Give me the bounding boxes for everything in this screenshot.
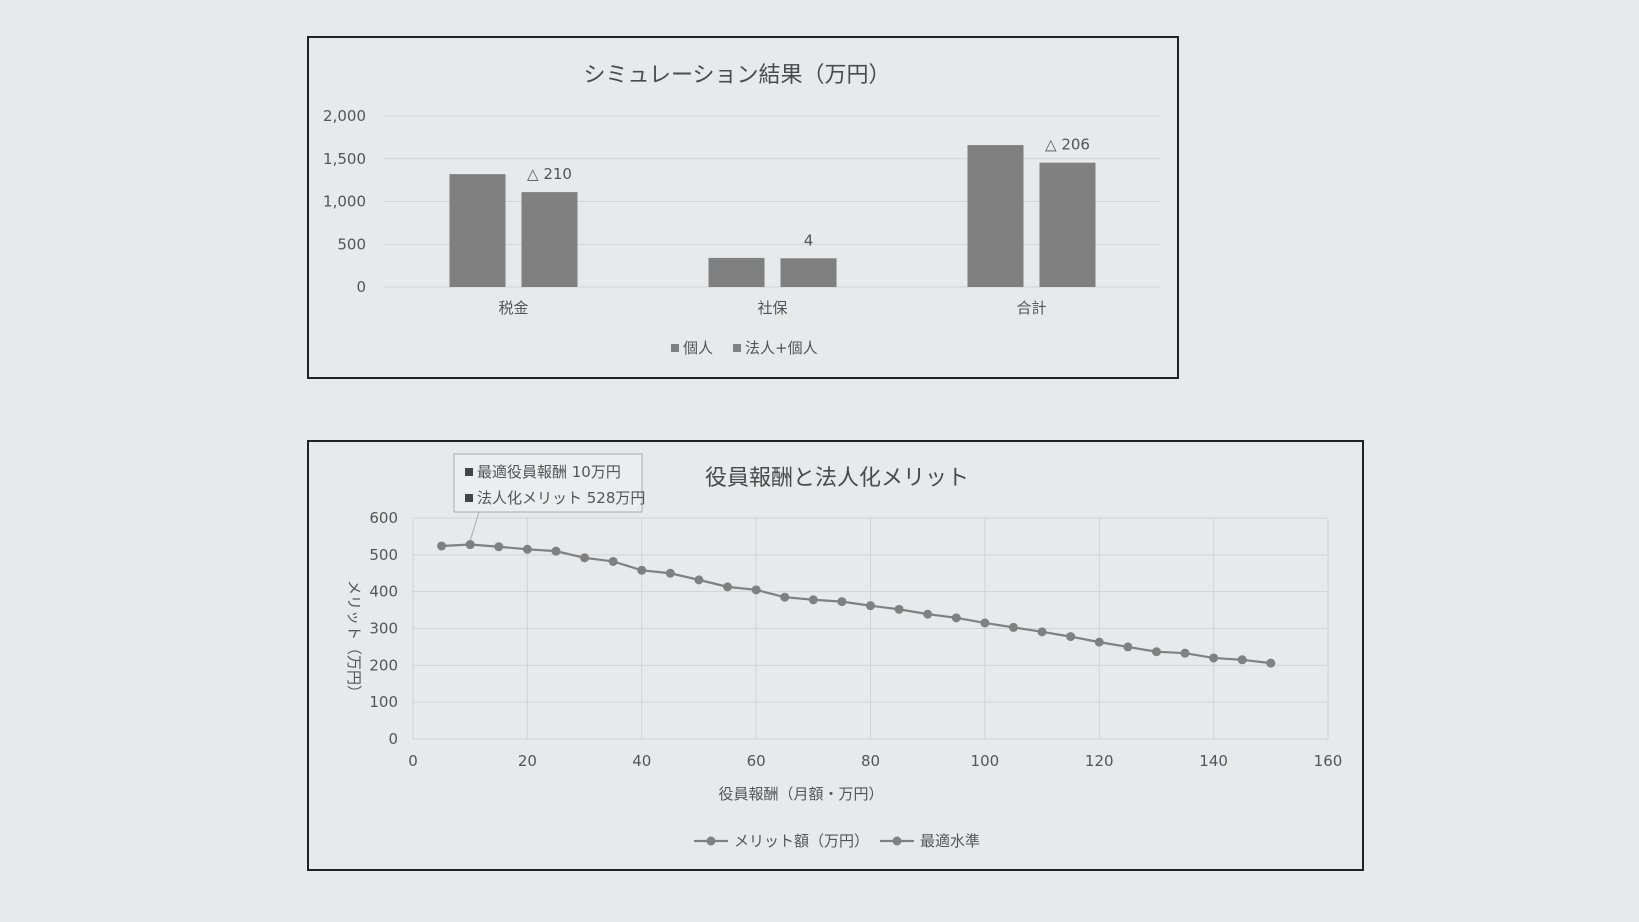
x-tick-label: 40 bbox=[632, 752, 651, 770]
data-point bbox=[1180, 648, 1190, 658]
data-point bbox=[1209, 653, 1219, 663]
data-point bbox=[580, 553, 590, 563]
x-tick-label: 120 bbox=[1085, 752, 1114, 770]
y-tick-label: 500 bbox=[369, 546, 398, 564]
callout-leader bbox=[469, 511, 480, 541]
data-point bbox=[694, 575, 704, 585]
data-point bbox=[723, 582, 733, 592]
y-tick-label: 600 bbox=[369, 509, 398, 527]
y-tick-label: 500 bbox=[337, 235, 366, 253]
data-point bbox=[551, 546, 561, 556]
callout-marker bbox=[465, 468, 473, 476]
legend-marker bbox=[892, 836, 902, 846]
x-category-label: 税金 bbox=[498, 299, 528, 317]
data-point bbox=[608, 556, 618, 566]
callout-marker bbox=[465, 494, 473, 502]
data-point bbox=[808, 595, 818, 605]
data-point bbox=[894, 604, 904, 614]
data-label: 4 bbox=[804, 231, 814, 249]
optimum-point bbox=[465, 540, 475, 550]
callout-line: 法人化メリット 528万円 bbox=[477, 489, 645, 507]
callout-box bbox=[453, 453, 643, 513]
data-point bbox=[522, 544, 532, 554]
bar-個人 bbox=[967, 145, 1024, 287]
legend-swatch bbox=[733, 344, 741, 352]
x-tick-label: 0 bbox=[408, 752, 418, 770]
legend-label: メリット額（万円） bbox=[734, 832, 869, 850]
bar-法人+個人 bbox=[521, 192, 578, 287]
data-label: △ 206 bbox=[1045, 136, 1090, 154]
bar-個人 bbox=[449, 174, 506, 287]
callout-line: 最適役員報酬 10万円 bbox=[477, 463, 621, 481]
y-tick-label: 0 bbox=[356, 278, 366, 296]
data-point bbox=[637, 565, 647, 575]
bar-個人 bbox=[708, 257, 765, 287]
y-tick-label: 1,000 bbox=[323, 193, 366, 211]
data-point bbox=[1008, 622, 1018, 632]
x-category-label: 合計 bbox=[1016, 299, 1046, 317]
x-tick-label: 80 bbox=[861, 752, 880, 770]
data-point bbox=[437, 541, 447, 551]
y-axis-title: メリット（万円） bbox=[345, 580, 363, 700]
data-point bbox=[1151, 647, 1161, 657]
bar-法人+個人 bbox=[780, 258, 837, 287]
legend-marker bbox=[706, 836, 716, 846]
legend-label: 法人+個人 bbox=[745, 339, 818, 357]
x-tick-label: 100 bbox=[971, 752, 1000, 770]
data-point bbox=[1123, 642, 1133, 652]
data-point bbox=[1066, 632, 1076, 642]
chart-title: シミュレーション結果（万円） bbox=[583, 63, 890, 88]
data-point bbox=[494, 542, 504, 552]
series-line bbox=[441, 543, 1271, 665]
bar-法人+個人 bbox=[1039, 162, 1096, 287]
legend-label: 個人 bbox=[683, 339, 713, 357]
legend-label: 最適水準 bbox=[920, 832, 980, 850]
x-tick-label: 20 bbox=[518, 752, 537, 770]
data-point bbox=[866, 601, 875, 611]
y-tick-label: 400 bbox=[369, 583, 398, 601]
data-point bbox=[951, 613, 961, 623]
data-point bbox=[923, 609, 933, 619]
x-category-label: 社保 bbox=[757, 299, 787, 317]
x-tick-label: 60 bbox=[747, 752, 766, 770]
y-tick-label: 300 bbox=[369, 620, 398, 638]
data-point bbox=[751, 585, 761, 595]
chart-title: 役員報酬と法人化メリット bbox=[705, 466, 969, 491]
y-tick-label: 2,000 bbox=[323, 107, 366, 125]
x-tick-label: 160 bbox=[1314, 752, 1343, 770]
bar-chart-svg: シミュレーション結果（万円） 0 500 1,000 1,500 2,000 △ 210 税金… bbox=[323, 63, 1161, 357]
data-point bbox=[1237, 655, 1247, 665]
data-point bbox=[1094, 637, 1104, 647]
y-tick-label: 200 bbox=[369, 656, 398, 674]
data-point bbox=[665, 568, 675, 578]
y-tick-label: 100 bbox=[369, 693, 398, 711]
data-point bbox=[837, 597, 847, 607]
line-chart-svg: 役員報酬と法人化メリット 0 100 200 300 400 500 600 0 20 40 60 80… bbox=[345, 453, 1343, 850]
legend-swatch bbox=[671, 344, 679, 352]
merit-line-chart: 役員報酬と法人化メリット 0 100 200 300 400 500 600 0 20 40 60 80… bbox=[307, 440, 1364, 871]
data-point bbox=[780, 592, 790, 602]
y-tick-label: 0 bbox=[388, 730, 398, 748]
data-point bbox=[980, 618, 990, 628]
simulation-bar-chart: シミュレーション結果（万円） 0 500 1,000 1,500 2,000 △ 210 税金… bbox=[307, 36, 1179, 379]
x-axis-title: 役員報酬（月額・万円） bbox=[718, 785, 883, 803]
data-label: △ 210 bbox=[527, 165, 572, 183]
data-point bbox=[1266, 658, 1276, 668]
y-tick-label: 1,500 bbox=[323, 150, 366, 168]
x-tick-label: 140 bbox=[1199, 752, 1228, 770]
data-point bbox=[1037, 627, 1047, 637]
